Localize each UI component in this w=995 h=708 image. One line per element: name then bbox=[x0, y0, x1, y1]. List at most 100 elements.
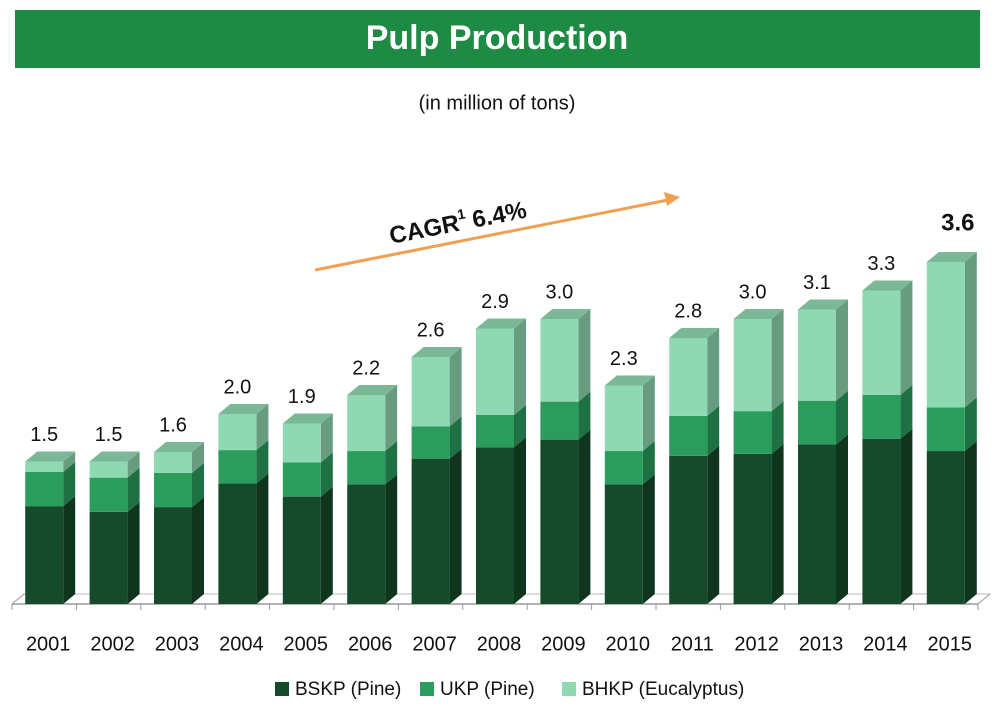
bar-top bbox=[411, 347, 462, 357]
x-tick-label: 2011 bbox=[671, 633, 714, 655]
bar-side bbox=[771, 309, 784, 412]
bar-side bbox=[642, 474, 655, 604]
total-label: 2.3 bbox=[610, 348, 638, 370]
bar-side bbox=[385, 474, 398, 604]
bar-segment bbox=[669, 415, 708, 456]
bar-side bbox=[449, 448, 462, 604]
bar-segment bbox=[476, 447, 514, 604]
bar-top bbox=[25, 451, 76, 462]
bar-side bbox=[900, 428, 913, 604]
bar-segment bbox=[862, 395, 901, 439]
x-tick-label: 2014 bbox=[863, 633, 908, 655]
total-label: 3.6 bbox=[941, 209, 974, 236]
bar-segment bbox=[926, 451, 965, 604]
bar-segment bbox=[347, 395, 386, 452]
bar-segment bbox=[798, 444, 836, 604]
bar-side bbox=[642, 441, 655, 485]
bar-segment bbox=[669, 338, 708, 416]
bar-side bbox=[385, 441, 398, 485]
arrow-head bbox=[664, 192, 680, 206]
bar-segment bbox=[282, 423, 321, 463]
bar-side bbox=[900, 280, 913, 395]
title-banner bbox=[15, 10, 980, 68]
bar-side bbox=[256, 473, 269, 604]
x-tick-label: 2002 bbox=[90, 633, 135, 655]
bar-segment bbox=[218, 450, 257, 484]
total-label: 3.0 bbox=[739, 281, 767, 303]
bar-side bbox=[63, 461, 76, 507]
bar-side bbox=[192, 442, 204, 473]
bar-side bbox=[320, 413, 333, 463]
bar-top bbox=[798, 299, 848, 310]
legend-label: UKP (Pine) bbox=[440, 679, 535, 700]
bar-top bbox=[218, 404, 269, 414]
legend-swatch bbox=[275, 682, 289, 696]
bar-side bbox=[63, 496, 76, 604]
floor-edge bbox=[977, 593, 991, 605]
bar-segment bbox=[25, 461, 64, 472]
bar-segment bbox=[89, 461, 128, 478]
bar-segment bbox=[25, 471, 64, 507]
total-label: 1.6 bbox=[159, 414, 187, 436]
bar-segment bbox=[218, 414, 257, 451]
bar-side bbox=[256, 440, 269, 484]
bar-side bbox=[385, 385, 398, 452]
bar-segment bbox=[347, 484, 386, 604]
bar-segment bbox=[411, 357, 450, 427]
bar-side bbox=[771, 401, 784, 454]
bar-segment bbox=[604, 451, 643, 485]
bar-segment bbox=[25, 506, 64, 604]
bar-side bbox=[836, 390, 848, 445]
legend-swatch bbox=[420, 682, 434, 696]
bar-side bbox=[707, 405, 720, 456]
bar-side bbox=[964, 441, 977, 604]
bar-side bbox=[578, 429, 591, 604]
x-tick-label: 2007 bbox=[412, 633, 457, 655]
bar-side bbox=[320, 452, 333, 497]
bar-side bbox=[449, 416, 462, 459]
bar-side bbox=[63, 451, 76, 472]
bar-segment bbox=[604, 385, 643, 452]
bar-side bbox=[836, 434, 848, 604]
bar-top bbox=[540, 309, 591, 319]
x-tick-label: 2012 bbox=[734, 633, 779, 655]
x-tick-label: 2010 bbox=[606, 633, 651, 655]
bar-segment bbox=[540, 401, 579, 440]
x-tick-label: 2013 bbox=[799, 633, 844, 655]
total-label: 2.8 bbox=[674, 300, 702, 322]
bar-side bbox=[514, 318, 526, 415]
trend-arrow bbox=[314, 198, 669, 272]
bar-top bbox=[347, 385, 398, 395]
bar-side bbox=[771, 443, 784, 604]
floor-edge bbox=[11, 593, 25, 605]
bar-side bbox=[127, 501, 140, 604]
x-tick-label: 2004 bbox=[219, 633, 264, 655]
bar-side bbox=[578, 309, 591, 402]
bar-side bbox=[449, 347, 462, 427]
bar-top bbox=[282, 413, 333, 424]
bar-segment bbox=[347, 451, 386, 485]
total-label: 1.5 bbox=[95, 424, 123, 446]
bar-segment bbox=[540, 439, 579, 604]
bar-segment bbox=[862, 438, 901, 604]
bar-side bbox=[514, 404, 526, 448]
bar-side bbox=[836, 299, 848, 401]
bar-segment bbox=[669, 455, 708, 604]
total-label: 3.0 bbox=[545, 281, 573, 303]
bar-segment bbox=[154, 507, 192, 604]
legend-swatch bbox=[562, 682, 576, 696]
x-tick-label: 2009 bbox=[541, 633, 586, 655]
total-label: 1.5 bbox=[30, 424, 58, 446]
total-label: 2.9 bbox=[481, 291, 509, 313]
bar-segment bbox=[733, 319, 772, 412]
bar-top bbox=[669, 328, 720, 338]
bar-segment bbox=[282, 462, 321, 497]
total-label: 3.3 bbox=[867, 253, 895, 275]
bar-side bbox=[256, 404, 269, 451]
bar-segment bbox=[411, 458, 450, 604]
bar-side bbox=[578, 391, 591, 440]
bar-side bbox=[707, 328, 720, 416]
annotation-sup: 1 bbox=[456, 205, 467, 222]
legend-label: BHKP (Eucalyptus) bbox=[582, 679, 744, 700]
